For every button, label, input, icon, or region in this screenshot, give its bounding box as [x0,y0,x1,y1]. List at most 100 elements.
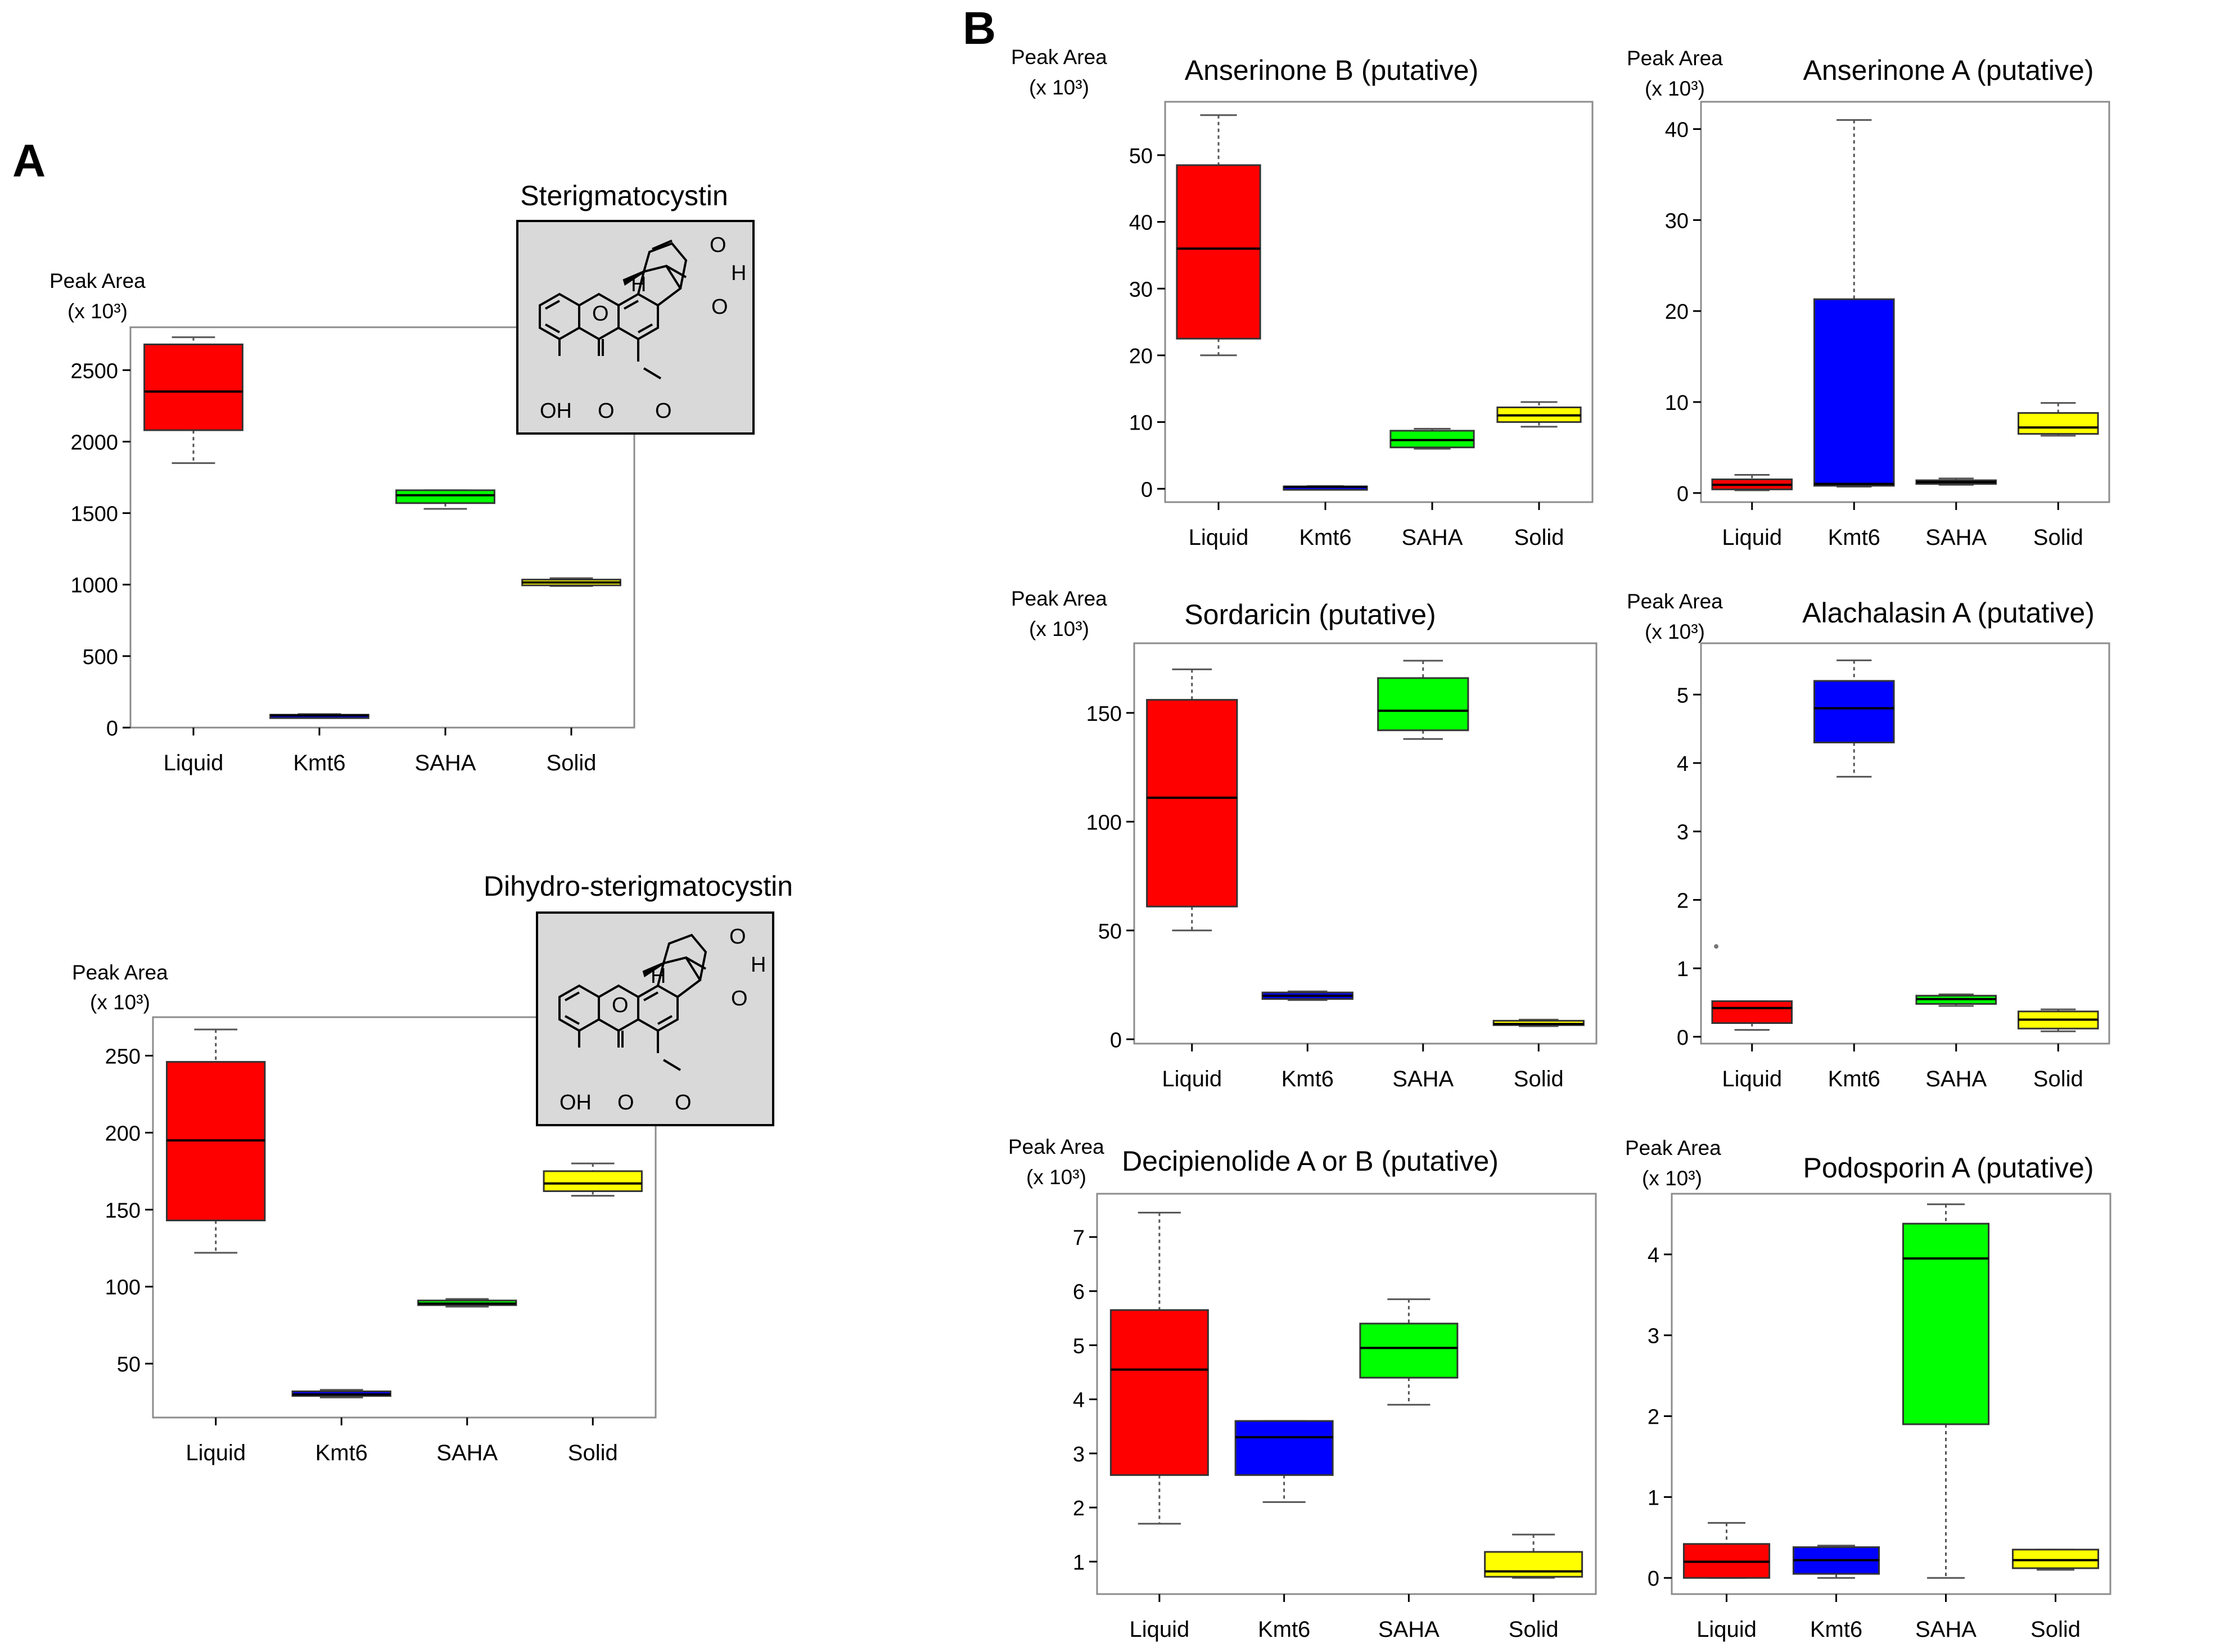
x-tick-label: Liquid [1189,525,1249,550]
x-tick-label: Kmt6 [293,751,345,775]
x-tick-label: Liquid [1162,1067,1222,1091]
box-liquid [143,344,243,431]
box-liquid [1176,164,1261,340]
y-tick-label: 20 [1665,300,1689,324]
x-tick-label: SAHA [1925,1067,1987,1091]
structure-atom-label: O [710,233,727,257]
y-tick-label: 100 [1086,811,1122,834]
box-saha [1359,1322,1459,1379]
y-tick-label: 20 [1129,345,1153,368]
x-tick-label: SAHA [1392,1067,1454,1091]
x-tick-label: SAHA [415,751,476,775]
y-tick-label: 150 [105,1199,141,1222]
y-tick-label: 50 [1129,145,1153,168]
y-tick-label: 1500 [70,503,118,526]
y-axis-unit: (x 10³) [1645,77,1705,100]
box-liquid [1711,1000,1793,1024]
y-axis-unit: (x 10³) [1642,1167,1702,1190]
y-tick-label: 10 [1129,412,1153,435]
x-tick-label: Liquid [1722,525,1782,550]
sterigmatocystin-structure-box [516,220,755,435]
x-tick-label: Solid [2033,1067,2083,1091]
structure-atom-label: H [631,273,646,296]
y-axis-label: Peak Area [1011,46,1107,69]
chart-title: Dihydro-sterigmatocystin [484,870,793,902]
box-solid [2011,1549,2100,1569]
y-tick-label: 50 [117,1353,141,1376]
y-tick-label: 50 [1098,920,1122,944]
y-tick-label: 7 [1073,1226,1085,1250]
x-tick-label: SAHA [1915,1617,1977,1642]
y-tick-label: 30 [1129,278,1153,301]
y-tick-label: 3 [1073,1443,1085,1466]
x-tick-label: Solid [1509,1617,1559,1642]
panel-letter-b: B [963,3,996,54]
y-tick-label: 4 [1073,1389,1085,1412]
chart-title: Decipienolide A or B (putative) [1122,1145,1499,1177]
dihydro-sterigmatocystin-structure-image: O O H H O OH O O [536,911,774,1126]
chart-b6: Podosporin A (putative) Peak Area (x 10³) 0… [1625,1136,2111,1642]
x-tick-label: SAHA [1925,525,1987,550]
y-axis-unit: (x 10³) [67,300,128,323]
box-solid [2017,412,2099,435]
x-tick-label: SAHA [1378,1617,1440,1642]
plot-frame [1671,1193,2111,1595]
panel-letter-a: A [12,136,46,187]
chart-a1: Sterigmatocystin Peak Area (x 10³) 0 500 1000… [49,180,728,775]
x-tick-label: Liquid [186,1441,246,1465]
y-axis-unit: (x 10³) [1645,620,1705,643]
y-axis-unit: (x 10³) [1026,1166,1086,1189]
y-axis-label: Peak Area [1627,590,1723,613]
y-tick-label: 2 [1648,1406,1659,1429]
y-axis-label: Peak Area [1627,47,1723,70]
y-tick-label: 100 [105,1276,141,1299]
x-tick-label: Liquid [1696,1617,1757,1642]
structure-atom-label: O [675,1091,692,1114]
x-tick-label: Liquid [1722,1067,1782,1091]
x-tick-label: Kmt6 [1828,1067,1880,1091]
chart-title: Sordaricin (putative) [1184,599,1436,630]
y-axis-label: Peak Area [1011,587,1107,610]
chart-b4: Alachalasin A (putative) Peak Area (x 10³)… [1627,590,2110,1091]
box-solid [1484,1551,1583,1578]
y-tick-label: 5 [1073,1334,1085,1358]
y-tick-label: 0 [1648,1567,1659,1591]
y-axis-label: Peak Area [72,961,168,984]
structure-atom-label: O [592,302,609,326]
y-axis-label: Peak Area [49,269,146,292]
dihydro-sterigmatocystin-structure-box [536,911,774,1126]
y-tick-label: 1000 [70,574,118,598]
y-axis-label: Peak Area [1625,1136,1721,1159]
y-axis-unit: (x 10³) [1029,76,1089,99]
plot-frame [152,1016,657,1419]
structure-atom-label: OH [559,1091,592,1114]
chart-a2: Dihydro-sterigmatocystin Peak Area (x 10³)… [72,870,793,1465]
box-saha [395,489,495,504]
plot-frame [1164,101,1594,503]
structure-atom-label: H [751,953,766,977]
structure-atom-label: H [651,964,666,988]
structure-atom-label: O [612,994,629,1017]
x-tick-label: Liquid [164,751,224,775]
structure-atom-label: O [731,987,748,1010]
y-tick-label: 30 [1665,209,1689,233]
x-tick-label: Kmt6 [1828,525,1880,550]
x-tick-label: Solid [568,1441,618,1465]
y-tick-label: 40 [1665,119,1689,142]
y-tick-label: 0 [1141,478,1153,502]
y-tick-label: 2500 [70,359,118,383]
chart-b3: Sordaricin (putative) Peak Area (x 10³) 0 50… [1011,587,1598,1091]
y-axis-unit: (x 10³) [1029,617,1089,640]
structure-atom-label: O [711,295,728,319]
x-tick-label: Solid [1514,525,1564,550]
y-tick-label: 1 [1073,1551,1085,1574]
x-tick-label: Kmt6 [1299,525,1351,550]
y-tick-label: 6 [1073,1280,1085,1304]
plot-frame [1700,101,2110,503]
y-tick-label: 250 [105,1045,141,1068]
box-liquid [1109,1309,1209,1476]
structure-atom-label: H [731,261,746,285]
plot-frame [1700,642,2110,1045]
